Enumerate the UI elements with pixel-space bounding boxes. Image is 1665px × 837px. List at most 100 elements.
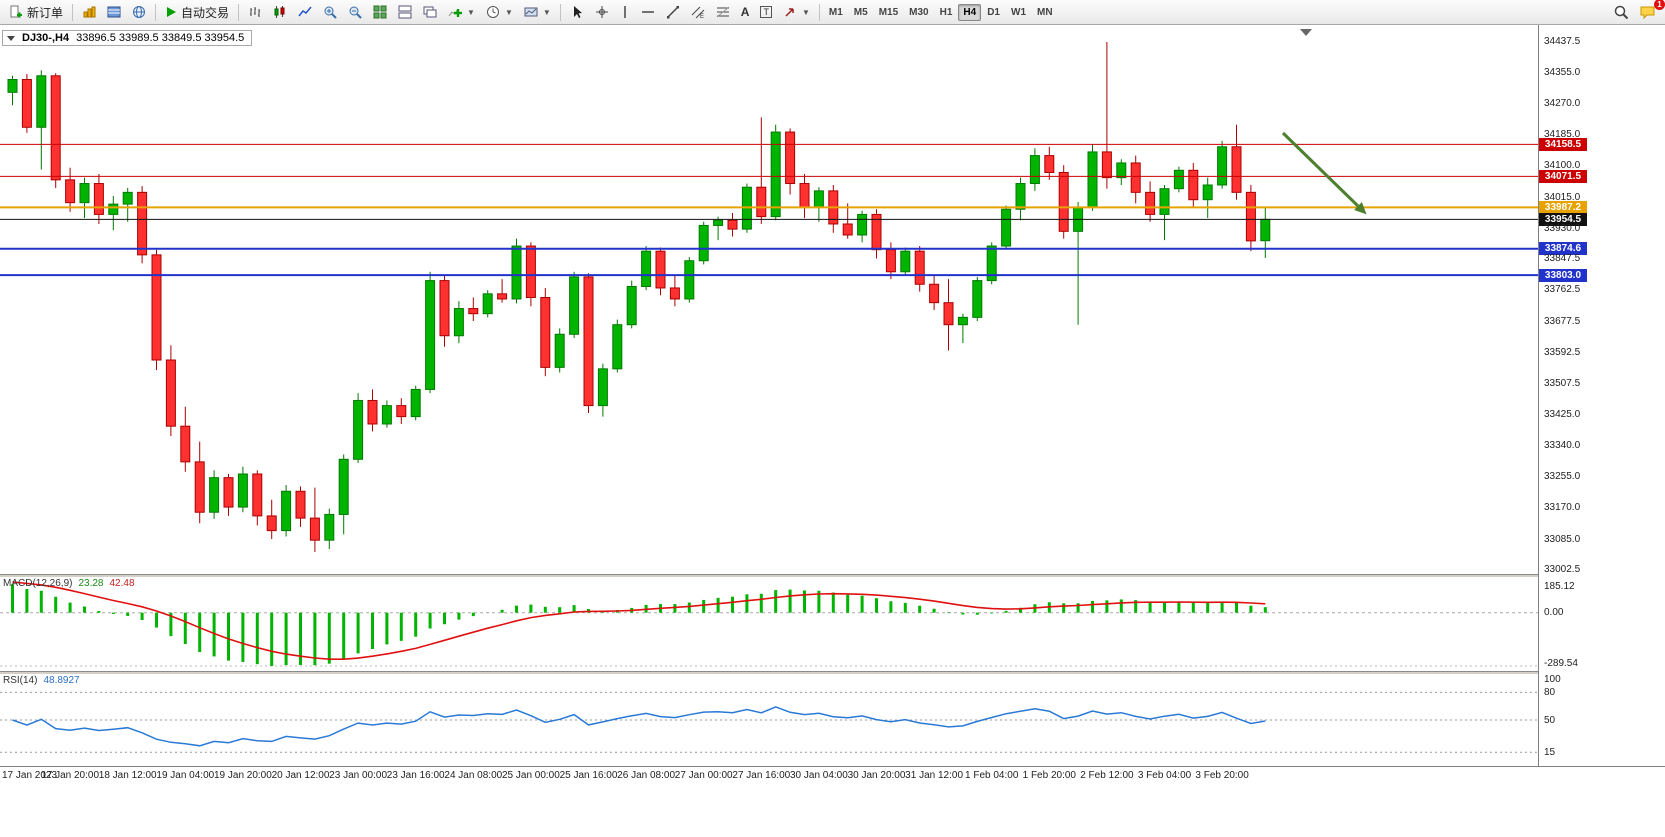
timeframe-d1-button[interactable]: D1: [987, 6, 1000, 18]
pane-separator[interactable]: [0, 574, 1665, 577]
market-watch-button[interactable]: [77, 2, 101, 22]
rsi-line: [12, 706, 1266, 747]
arrange-windows-icon: [398, 5, 412, 19]
arrows-tool-button[interactable]: ▼: [778, 2, 815, 22]
market-watch-icon: [83, 6, 96, 18]
chat-button[interactable]: 1: [1635, 0, 1665, 22]
timeframe-m1-button[interactable]: M1: [828, 6, 843, 18]
time-tick-label: 17 Jan 20:00: [41, 770, 100, 781]
text-label-tool-button[interactable]: T: [755, 2, 777, 22]
toolbar-separator: [238, 3, 240, 21]
candle-body: [381, 405, 392, 425]
chart-symbol-period: DJ30-,H4: [22, 32, 70, 44]
candle-body: [50, 75, 61, 181]
candle-body: [1159, 188, 1170, 215]
timeframe-m30-button[interactable]: M30: [909, 6, 929, 18]
rsi-axis-label: 80: [1544, 687, 1556, 699]
zoom-out-button[interactable]: [343, 2, 367, 22]
timeframe-h1-button[interactable]: H1: [939, 6, 953, 18]
time-tick-label: 30 Jan 20:00: [847, 770, 906, 781]
candle-body: [525, 245, 536, 299]
pane-separator[interactable]: [0, 671, 1665, 674]
candle-body: [511, 245, 522, 300]
candle-body: [1260, 218, 1271, 242]
candle-body: [1145, 191, 1156, 215]
rsi-chart[interactable]: [0, 674, 1538, 766]
arrange-windows-button[interactable]: [393, 2, 417, 22]
price-tick: 33592.5: [1544, 346, 1581, 358]
notification-badge: 1: [1654, 0, 1665, 10]
macd-signal-line: [12, 581, 1266, 660]
channel-tool-letter: E: [700, 14, 704, 19]
autotrading-button[interactable]: 自动交易: [160, 2, 234, 22]
candle-body: [453, 308, 464, 337]
zoom-in-icon: [324, 6, 337, 19]
zoom-out-icon: [349, 6, 362, 19]
bar-chart-button[interactable]: [243, 2, 267, 22]
timeframe-m15-button[interactable]: M15: [878, 6, 899, 18]
timeframe-mn-button[interactable]: MN: [1037, 6, 1053, 18]
candle-body: [36, 75, 47, 128]
time-tick-label: 2 Feb 12:00: [1080, 770, 1134, 781]
level-price-label: 33987.2: [1539, 200, 1587, 214]
cascade-windows-button[interactable]: [418, 2, 442, 22]
text-tool-button[interactable]: A: [736, 2, 755, 22]
line-chart-button[interactable]: [293, 2, 317, 22]
timeframe-h4-button[interactable]: H4: [958, 3, 982, 21]
new-order-button[interactable]: 新订单: [4, 2, 68, 22]
macd-pane[interactable]: MACD(12,26,9) 23.28 42.48: [0, 577, 1538, 671]
candle-body: [698, 224, 709, 262]
time-axis[interactable]: 17 Jan 2023 17 Jan 20:00 18 Jan 12:00 19 Ja…: [0, 766, 1665, 837]
timeframe-m5-button[interactable]: M5: [853, 6, 868, 18]
candle-body: [425, 280, 436, 390]
timeframe-w1-button[interactable]: W1: [1011, 6, 1026, 18]
rsi-axis-label: 100: [1544, 674, 1561, 685]
channel-tool-button[interactable]: E: [686, 2, 710, 22]
dropdown-caret-icon: ▼: [542, 7, 551, 17]
cursor-icon: [573, 6, 582, 18]
rsi-pane[interactable]: RSI(14) 48.8927: [0, 674, 1538, 766]
candle-body: [468, 308, 479, 315]
search-icon: [1614, 5, 1629, 19]
help-button[interactable]: [127, 2, 151, 22]
price-axis[interactable]: 34158.5 34071.5 33987.2 33954.5 33874.6 33803…: [1538, 25, 1665, 766]
vertical-line-tool-button[interactable]: [615, 2, 635, 22]
price-tick: 33677.5: [1544, 315, 1581, 327]
crosshair-tool-button[interactable]: [590, 2, 614, 22]
time-tick-label: 1 Feb 20:00: [1022, 770, 1076, 781]
vertical-line-icon: [624, 6, 626, 18]
add-indicator-button[interactable]: ▼: [443, 2, 480, 22]
time-tick-label: 27 Jan 00:00: [674, 770, 733, 781]
candle-body: [957, 316, 968, 326]
data-window-button[interactable]: [102, 2, 126, 22]
search-button[interactable]: [1609, 2, 1634, 22]
candlestick-chart[interactable]: [0, 28, 1538, 574]
current-price-label: 33954.5: [1539, 212, 1587, 226]
candle-body: [137, 191, 148, 256]
text-tool-label: A: [740, 5, 750, 19]
candle-body: [626, 285, 637, 326]
dropdown-caret-icon: ▼: [504, 7, 513, 17]
horizontal-line-tool-button[interactable]: [636, 2, 660, 22]
macd-chart[interactable]: [0, 577, 1538, 671]
cursor-tool-button[interactable]: [565, 2, 589, 22]
candle-body: [1058, 171, 1069, 232]
candle-body: [1116, 162, 1127, 179]
add-indicator-icon: [448, 8, 463, 17]
zoom-in-button[interactable]: [318, 2, 342, 22]
candle-body: [713, 219, 724, 226]
periods-button[interactable]: ▼: [481, 2, 518, 22]
time-tick-label: 19 Jan 20:00: [213, 770, 272, 781]
price-tick: 34015.0: [1544, 191, 1581, 203]
candlestick-chart-button[interactable]: [268, 2, 292, 22]
tile-windows-button[interactable]: [368, 2, 392, 22]
price-tick: 34355.0: [1544, 66, 1581, 78]
main-chart-pane[interactable]: DJ30-,H4 33896.5 33989.5 33849.5 33954.5: [0, 28, 1538, 574]
fibonacci-tool-button[interactable]: [711, 2, 735, 22]
price-tick: 34185.0: [1544, 129, 1581, 141]
templates-button[interactable]: ▼: [519, 2, 556, 22]
trendline-tool-button[interactable]: [661, 2, 685, 22]
one-click-trading-toggle-icon[interactable]: [7, 35, 15, 41]
play-icon: [167, 7, 177, 17]
time-tick-label: 3 Feb 20:00: [1195, 770, 1249, 781]
